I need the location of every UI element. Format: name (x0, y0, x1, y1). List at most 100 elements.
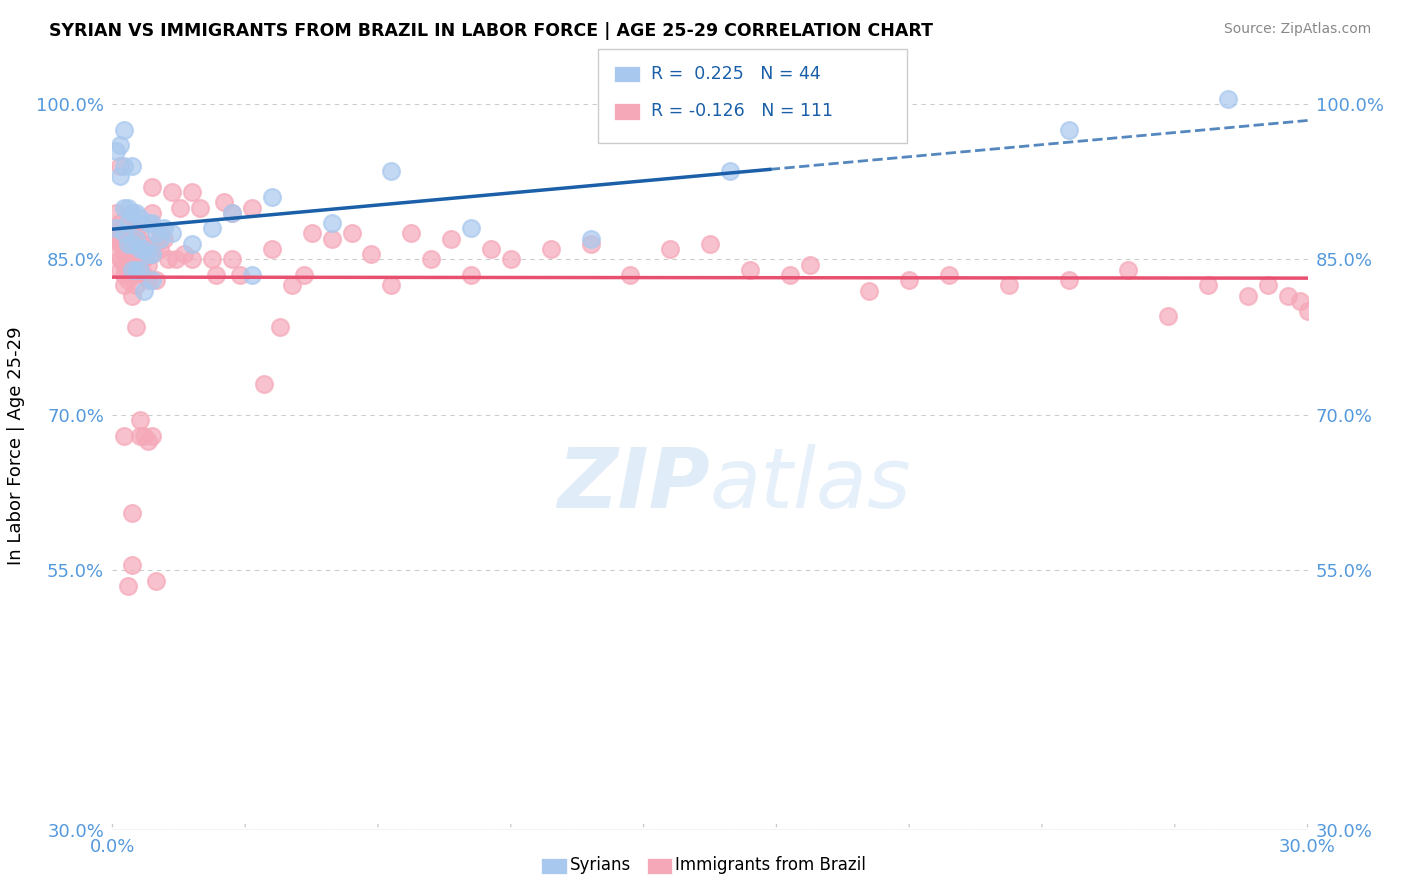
Point (162, 185, 183, 199)
Point (157, 252, 180, 267)
Point (141, 428, 163, 442)
Point (121, 232, 143, 246)
Point (129, 227, 152, 241)
Point (380, 278, 402, 293)
Point (129, 242, 152, 256)
Point (121, 206, 143, 220)
Point (117, 262, 139, 277)
Point (340, 227, 363, 241)
Point (121, 221, 143, 235)
Point (125, 319, 148, 334)
Point (260, 242, 283, 256)
Text: atlas: atlas (710, 444, 911, 524)
Point (121, 288, 143, 302)
Point (145, 574, 167, 588)
Point (229, 268, 252, 282)
Point (420, 252, 443, 267)
Point (260, 190, 283, 204)
Point (134, 242, 156, 256)
Point (141, 179, 163, 194)
Point (149, 232, 172, 246)
Point (898, 273, 921, 287)
Point (117, 579, 139, 593)
Point (292, 268, 315, 282)
Point (938, 268, 960, 282)
Point (138, 434, 160, 448)
Point (117, 273, 139, 287)
Point (129, 262, 152, 277)
Point (110, 262, 132, 277)
Point (125, 242, 148, 256)
Point (998, 278, 1021, 293)
Point (579, 232, 602, 246)
Point (188, 201, 211, 215)
Point (162, 227, 183, 241)
Point (121, 258, 143, 272)
Point (145, 236, 167, 251)
Point (129, 242, 152, 256)
Point (153, 232, 176, 246)
Point (114, 201, 135, 215)
Point (141, 247, 163, 261)
Point (205, 268, 228, 282)
Point (149, 227, 172, 241)
Point (240, 201, 263, 215)
Point (110, 138, 132, 153)
Point (153, 221, 176, 235)
Point (460, 268, 482, 282)
Point (858, 284, 880, 298)
Point (134, 236, 156, 251)
Point (117, 216, 139, 230)
Point (145, 227, 167, 241)
Point (134, 284, 156, 298)
Point (579, 236, 602, 251)
Point (221, 206, 243, 220)
Point (149, 242, 172, 256)
Text: Syrians: Syrians (569, 856, 631, 874)
Point (269, 319, 291, 334)
Point (110, 169, 132, 184)
Point (125, 262, 148, 277)
Point (114, 221, 135, 235)
Point (114, 258, 135, 272)
Point (129, 211, 152, 225)
Point (110, 159, 132, 173)
Point (181, 185, 204, 199)
Point (105, 221, 128, 235)
Point (121, 159, 143, 173)
Point (779, 268, 801, 282)
Point (173, 247, 195, 261)
Point (110, 236, 132, 251)
Point (619, 268, 641, 282)
Point (540, 242, 562, 256)
Text: Source: ZipAtlas.com: Source: ZipAtlas.com (1223, 22, 1371, 37)
Point (1118, 262, 1140, 277)
Point (221, 252, 243, 267)
Point (145, 273, 167, 287)
Point (138, 273, 160, 287)
Point (129, 428, 152, 442)
Point (141, 206, 163, 220)
Point (138, 258, 160, 272)
Point (114, 227, 135, 241)
Point (117, 236, 139, 251)
Point (253, 376, 276, 391)
Point (114, 159, 135, 173)
Point (1057, 273, 1080, 287)
Point (1257, 278, 1279, 293)
Point (138, 216, 160, 230)
Point (121, 236, 143, 251)
Point (321, 232, 343, 246)
Point (121, 247, 143, 261)
Point (181, 236, 204, 251)
Point (281, 278, 304, 293)
Point (141, 273, 163, 287)
Point (221, 206, 243, 220)
Point (125, 278, 148, 293)
Point (738, 262, 761, 277)
Point (181, 252, 204, 267)
Point (110, 252, 132, 267)
Point (110, 232, 132, 246)
Point (1216, 92, 1239, 106)
Point (114, 278, 135, 293)
